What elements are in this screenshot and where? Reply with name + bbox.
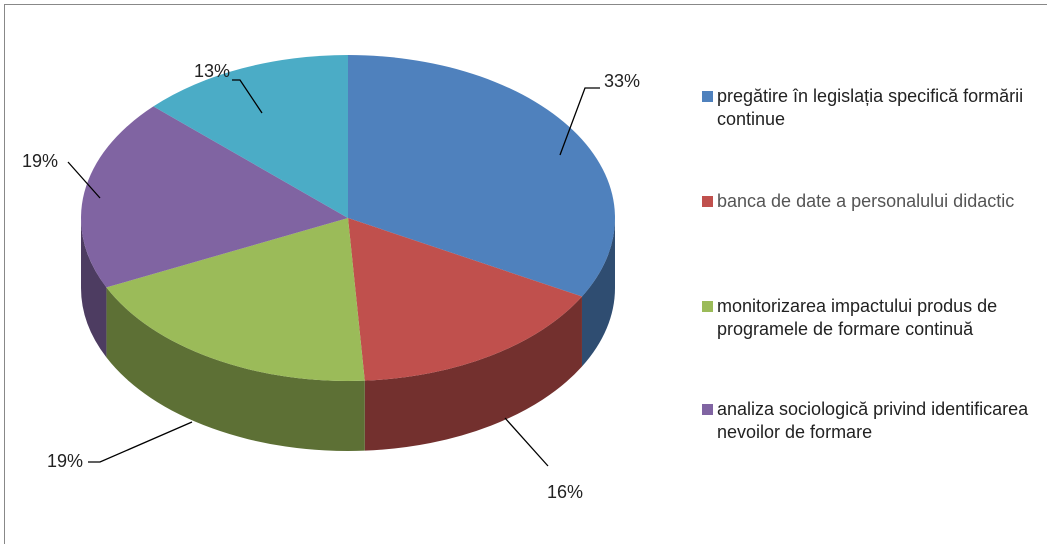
slice [348,218,582,381]
slice-side [364,296,582,451]
slice [348,55,615,297]
data-label: 16% [547,482,583,502]
leader-line [559,87,600,156]
slice [153,55,348,218]
slice [80,106,348,288]
legend-entry: analiza sociologică privind identificare… [702,398,1043,444]
legend-entry: pregătire în legislația specifică formăr… [702,85,1043,131]
leader-line [88,421,193,463]
leader-line [504,417,549,467]
data-label: 19% [47,451,83,471]
legend-label: monitorizarea impactului produs de progr… [717,296,998,339]
leader-line [67,161,101,199]
slice-side [106,287,365,451]
legend-swatch [702,404,713,415]
data-label: 33% [604,71,640,91]
legend-label: banca de date a personalului didactic [717,191,1015,211]
data-label: 13% [194,61,230,81]
legend-entry: monitorizarea impactului produs de progr… [702,295,1043,341]
legend-label: pregătire în legislația specifică formăr… [717,86,1024,129]
slice-side [581,218,615,367]
legend-entry: banca de date a personalului didactic [702,190,1043,213]
data-label: 19% [22,151,58,171]
legend-swatch [702,196,713,207]
leader-line [232,79,263,114]
legend-swatch [702,91,713,102]
legend-label: analiza sociologică privind identificare… [717,399,1029,442]
chart-border [4,4,1047,544]
legend-swatch [702,301,713,312]
slice [106,218,365,381]
slice-side [81,218,107,358]
